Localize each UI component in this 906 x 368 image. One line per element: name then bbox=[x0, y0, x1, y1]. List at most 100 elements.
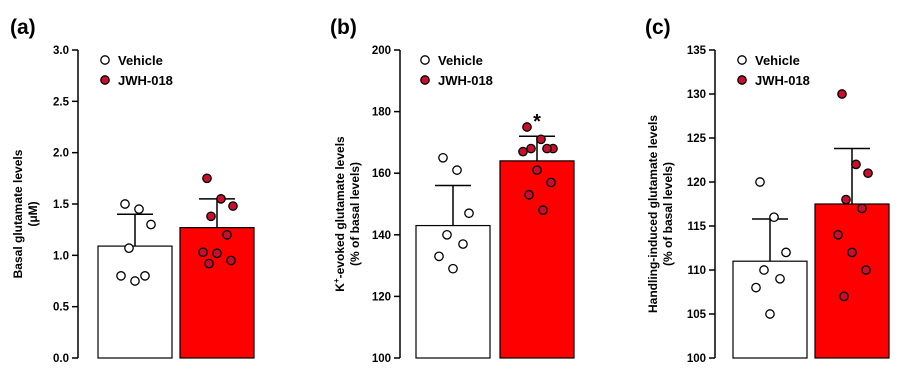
data-point-jwh-018 bbox=[861, 265, 871, 275]
legend-label-jwh-018: JWH-018 bbox=[438, 73, 493, 88]
data-point-vehicle bbox=[140, 271, 150, 281]
data-point-jwh-018 bbox=[212, 248, 222, 259]
data-point-jwh-018 bbox=[839, 291, 849, 302]
data-point-jwh-018 bbox=[833, 229, 843, 240]
data-point-jwh-018 bbox=[837, 89, 847, 99]
data-point-jwh-018 bbox=[526, 143, 536, 154]
data-point-jwh-018 bbox=[204, 258, 214, 269]
data-point-jwh-018 bbox=[524, 189, 534, 200]
y-tick-label: 130 bbox=[687, 89, 706, 101]
legend-marker-vehicle bbox=[737, 55, 747, 65]
data-point-vehicle bbox=[116, 271, 126, 281]
data-point-vehicle bbox=[120, 199, 130, 209]
data-point-jwh-018 bbox=[546, 177, 556, 188]
legend-label-vehicle: Vehicle bbox=[118, 53, 163, 68]
y-tick-label: 115 bbox=[687, 221, 706, 233]
data-point-vehicle bbox=[755, 177, 765, 187]
y-tick-label: 120 bbox=[687, 177, 706, 189]
legend-label-jwh-018: JWH-018 bbox=[118, 73, 173, 88]
data-point-jwh-018 bbox=[851, 159, 861, 170]
data-point-jwh-018 bbox=[532, 165, 542, 175]
bar-vehicle bbox=[415, 224, 491, 359]
data-point-vehicle bbox=[458, 239, 468, 249]
y-tick-label: 110 bbox=[687, 265, 706, 277]
data-point-vehicle bbox=[452, 165, 462, 175]
data-point-jwh-018 bbox=[847, 247, 857, 258]
data-point-vehicle bbox=[751, 282, 761, 293]
data-point-jwh-018 bbox=[206, 211, 216, 222]
y-tick-label: 3.0 bbox=[53, 45, 69, 57]
y-axis-title: K+-evoked glutamate levels bbox=[332, 136, 347, 292]
y-axis-subtitle: (μM) bbox=[26, 201, 40, 226]
y-tick-label: 1.5 bbox=[53, 199, 70, 211]
y-tick-label: 2.5 bbox=[53, 96, 70, 108]
data-point-jwh-018 bbox=[226, 255, 236, 266]
data-point-vehicle bbox=[759, 265, 769, 275]
data-point-vehicle bbox=[775, 273, 785, 284]
y-tick-label: 0.5 bbox=[53, 302, 70, 314]
y-tick-label: 120 bbox=[372, 291, 391, 303]
data-point-jwh-018 bbox=[202, 173, 212, 184]
panel-label: (b) bbox=[330, 16, 357, 39]
data-point-jwh-018 bbox=[522, 122, 532, 132]
legend-marker-jwh-018 bbox=[420, 75, 430, 85]
data-point-jwh-018 bbox=[857, 203, 867, 214]
y-tick-label: 2.0 bbox=[53, 148, 69, 160]
chart-panel-3: (c) 100 105 110 115 120 125 130 135 Handling-indu… bbox=[645, 16, 890, 365]
legend-marker-jwh-018 bbox=[100, 75, 110, 85]
legend-label-vehicle: Vehicle bbox=[755, 53, 800, 68]
legend-label-jwh-018: JWH-018 bbox=[755, 73, 810, 88]
data-point-vehicle bbox=[438, 152, 448, 163]
y-tick-label: 1.0 bbox=[53, 250, 69, 262]
y-axis-subtitle: (% of basal levels) bbox=[348, 162, 362, 266]
data-point-jwh-018 bbox=[538, 205, 548, 216]
data-point-vehicle bbox=[130, 276, 140, 286]
panel-label: (c) bbox=[645, 16, 671, 39]
data-point-vehicle bbox=[765, 309, 775, 319]
y-tick-label: 100 bbox=[372, 353, 391, 363]
data-point-vehicle bbox=[464, 208, 474, 219]
data-point-jwh-018 bbox=[518, 146, 528, 157]
data-point-jwh-018 bbox=[542, 143, 552, 154]
y-tick-label: 125 bbox=[687, 133, 707, 145]
data-point-jwh-018 bbox=[841, 194, 851, 205]
data-point-jwh-018 bbox=[222, 229, 232, 240]
significance-mark: * bbox=[533, 111, 541, 133]
bar-vehicle bbox=[97, 245, 173, 359]
legend-marker-jwh-018 bbox=[737, 75, 747, 85]
y-tick-label: 0.0 bbox=[53, 353, 69, 363]
y-axis-subtitle: (% of basal levels) bbox=[661, 162, 675, 266]
y-tick-label: 140 bbox=[372, 230, 391, 242]
chart-panel-1: (a) 0.0 0.5 1.0 1.5 2.0 2.5 3.0 Basal glutamate … bbox=[10, 16, 255, 365]
y-axis-title: Handling-induced glutamate levels bbox=[646, 115, 660, 313]
legend-marker-vehicle bbox=[420, 55, 430, 65]
data-point-vehicle bbox=[448, 263, 458, 274]
data-point-jwh-018 bbox=[536, 134, 546, 145]
data-point-vehicle bbox=[124, 243, 134, 253]
bar-jwh-018 bbox=[499, 160, 575, 359]
y-tick-label: 135 bbox=[687, 45, 707, 57]
data-point-jwh-018 bbox=[216, 194, 226, 204]
bar-jwh-018 bbox=[179, 227, 255, 359]
y-tick-label: 100 bbox=[687, 353, 706, 363]
y-tick-label: 105 bbox=[687, 309, 707, 321]
data-point-vehicle bbox=[146, 219, 156, 230]
y-tick-label: 160 bbox=[372, 168, 391, 180]
panel-label: (a) bbox=[10, 16, 36, 39]
data-point-vehicle bbox=[769, 212, 779, 223]
data-point-jwh-018 bbox=[863, 168, 873, 179]
legend-label-vehicle: Vehicle bbox=[438, 53, 483, 68]
y-axis-title: Basal glutamate levels bbox=[11, 149, 25, 278]
data-point-vehicle bbox=[781, 247, 791, 258]
data-point-jwh-018 bbox=[228, 201, 238, 211]
data-point-vehicle bbox=[434, 251, 444, 262]
y-tick-label: 180 bbox=[372, 107, 391, 119]
bar-jwh-018 bbox=[814, 203, 890, 359]
chart-panel-2: (b) 100 120 140 160 180 200 K+-evoked glutamate… bbox=[330, 16, 575, 365]
data-point-vehicle bbox=[442, 229, 452, 240]
y-tick-label: 200 bbox=[372, 45, 391, 57]
data-point-vehicle bbox=[134, 204, 144, 214]
data-point-jwh-018 bbox=[198, 247, 208, 258]
